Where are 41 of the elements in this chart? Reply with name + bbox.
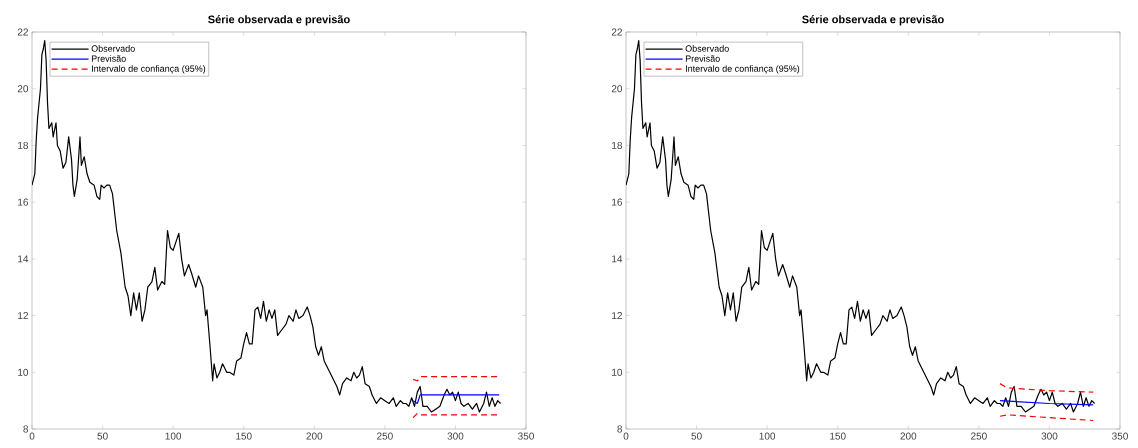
legend-label: Observado	[91, 45, 135, 52]
y-tick-label: 16	[18, 198, 29, 206]
x-tick-label: 300	[1041, 432, 1058, 440]
x-tick-label: 50	[691, 432, 702, 440]
x-tick-label: 250	[971, 432, 987, 440]
y-tick-label: 8	[23, 425, 29, 433]
y-tick-label: 14	[18, 255, 29, 263]
legend-label: Intervalo de confiança (95%)	[92, 65, 206, 74]
chart-title: Série observada e previsão	[802, 15, 944, 26]
x-tick-label: 250	[377, 432, 393, 440]
y-tick-label: 10	[18, 368, 29, 376]
legend-label: Intervalo de confiança (95%)	[686, 65, 800, 74]
y-tick-label: 22	[17, 28, 28, 36]
x-tick-label: 100	[759, 432, 776, 440]
y-tick-label: 20	[611, 85, 623, 93]
line-series	[999, 383, 1094, 393]
chart-title: Série observada e previsão	[208, 15, 350, 26]
y-tick-label: 20	[17, 85, 29, 93]
legend-label: Observado	[685, 45, 729, 52]
y-tick-label: 10	[612, 368, 623, 376]
x-tick-label: 50	[97, 432, 108, 440]
x-tick-label: 350	[518, 432, 534, 440]
y-tick-label: 22	[611, 28, 622, 36]
y-tick-label: 12	[612, 312, 622, 320]
legend-label: Previsão	[91, 55, 126, 62]
y-tick-label: 18	[18, 141, 29, 149]
y-tick-label: 16	[612, 198, 623, 206]
x-tick-label: 350	[1112, 432, 1128, 440]
x-tick-label: 0	[623, 432, 629, 440]
x-tick-label: 150	[830, 432, 846, 440]
y-tick-label: 18	[612, 141, 623, 149]
x-tick-label: 0	[29, 432, 35, 440]
y-tick-label: 8	[617, 425, 623, 433]
x-tick-label: 300	[447, 432, 464, 440]
y-tick-label: 12	[18, 312, 28, 320]
x-tick-label: 150	[236, 432, 252, 440]
x-tick-label: 100	[165, 432, 182, 440]
x-tick-label: 200	[306, 432, 323, 440]
y-tick-label: 14	[612, 255, 623, 263]
legend-label: Previsão	[685, 55, 720, 62]
x-tick-label: 200	[900, 432, 917, 440]
